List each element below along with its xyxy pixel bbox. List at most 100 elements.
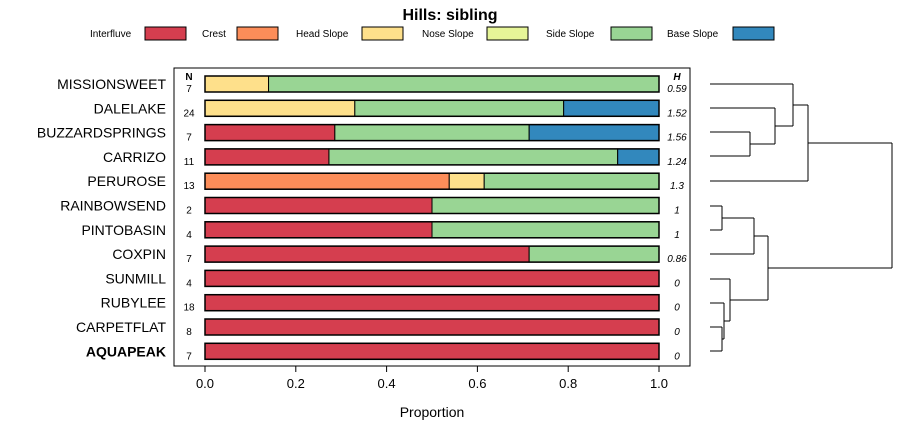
n-column-header: N [185,72,192,83]
row-label-carrizo: CARRIZO [103,149,166,165]
bar-segment-rainbowsend-side-slope [431,197,660,214]
x-axis: 0.0 0.2 0.4 0.6 0.8 1.0 [196,366,668,391]
dendro-node-ruby-group [724,279,731,322]
bar-segment-buzzardsprings-interfluve [204,124,336,142]
bar-segment-carrizo-side-slope [328,148,619,166]
h-column-header: H [673,72,681,83]
n-value-missionsweet: 7 [186,84,192,95]
legend-label-side-slope: Side Slope [546,29,595,40]
bar-segment-missionsweet-head-slope [204,75,270,93]
x-tick-label: 0.8 [559,376,577,391]
n-value-perurose: 13 [183,181,195,192]
legend-swatch-interfluve [144,26,187,41]
bar-segment-dalelake-head-slope [204,99,356,117]
h-value-carrizo: 1.24 [667,157,687,168]
x-tick-label: 0.4 [378,376,396,391]
bar-segment-missionsweet-side-slope [268,75,660,93]
h-value-sunmill: 0 [674,278,680,289]
legend-swatch-nose-slope [486,26,529,41]
legend-label-base-slope: Base Slope [667,29,719,40]
bar-outline-sunmill [204,269,660,288]
bar-segment-aquapeak-interfluve [204,342,660,360]
n-value-carrizo: 11 [184,157,195,168]
dendro-root [768,142,893,269]
x-tick-label: 0.2 [287,376,305,391]
dendro-node-rain-pinto [722,217,755,254]
row-label-perurose: PERUROSE [87,173,166,189]
dendro-node-buzz-carr [750,108,776,145]
n-value-buzzardsprings: 7 [186,133,192,144]
h-value-aquapeak: 0 [674,351,680,362]
bar-segment-carrizo-base-slope [617,148,660,166]
dendro-link-aquapeak [710,327,723,352]
bar-segment-rubylee-interfluve [204,294,660,312]
x-axis-label: Proportion [400,404,465,420]
bar-segment-coxpin-interfluve [204,245,530,263]
bar-segment-buzzardsprings-side-slope [334,124,530,142]
bar-segment-perurose-head-slope [448,172,485,190]
plot-frame [173,67,691,367]
bar-segment-dalelake-side-slope [354,99,565,117]
row-label-missionsweet: MISSIONSWEET [57,76,166,92]
h-value-buzzardsprings: 1.56 [667,133,687,144]
bar-outline-perurose [204,172,660,190]
h-value-carpetflat: 0 [674,327,680,338]
x-tick-label: 1.0 [650,376,668,391]
bar-outline-carpetflat [204,318,660,336]
dendro-link-carrizo [710,132,751,157]
n-value-rubylee: 18 [183,303,195,314]
n-value-rainbowsend: 2 [186,206,192,217]
row-label-coxpin: COXPIN [112,246,166,262]
legend: Interfluve Crest Head Slope Nose Slope Side … [90,26,775,41]
bar-outline-dalelake [204,99,660,118]
row-label-rubylee: RUBYLEE [101,295,166,311]
bar-segment-carpetflat-interfluve [204,318,660,336]
legend-label-head-slope: Head Slope [296,29,349,40]
row-label-carpetflat: CARPETFLAT [76,319,166,335]
n-value-dalelake: 24 [183,108,195,119]
bar-segment-rainbowsend-interfluve [204,197,433,214]
bar-outline-missionsweet [204,75,660,93]
bar-segment-sunmill-interfluve [204,269,660,287]
legend-swatch-side-slope [610,26,653,41]
bar-segment-buzzardsprings-base-slope [528,124,660,142]
x-tick-label: 0.6 [468,376,486,391]
bar-outline-rubylee [204,293,660,312]
x-tick-label: 0.0 [196,376,214,391]
bar-outline-buzzardsprings [204,123,660,142]
bar-segment-perurose-crest [204,172,450,190]
bar-segment-dalelake-base-slope [563,99,660,117]
dendro-node-top-group [793,104,809,181]
bar-outline-coxpin [204,245,660,263]
n-value-coxpin: 7 [186,254,192,265]
row-label-rainbowsend: RAINBOWSEND [60,198,166,214]
legend-swatch-base-slope [732,26,775,41]
h-value-rainbowsend: 1 [674,206,680,217]
h-value-perurose: 1.3 [670,181,684,192]
row-label-buzzardsprings: BUZZARDSPRINGS [37,125,166,141]
row-label-aquapeak: AQUAPEAK [86,343,166,359]
n-value-carpetflat: 8 [186,327,192,338]
bar-segment-pintobasin-interfluve [204,221,433,239]
bar-segment-coxpin-side-slope [528,245,660,263]
bar-segment-pintobasin-side-slope [431,221,660,239]
legend-label-nose-slope: Nose Slope [422,29,474,40]
n-value-pintobasin: 4 [186,230,192,241]
n-value-sunmill: 4 [186,278,192,289]
bar-outline-aquapeak [204,342,660,361]
h-value-rubylee: 0 [674,303,680,314]
bar-segment-carrizo-interfluve [204,148,330,166]
legend-label-interfluve: Interfluve [90,29,132,40]
legend-swatch-head-slope [361,26,404,41]
dendro-link-pintobasin [710,206,723,231]
legend-swatch-crest [236,26,279,41]
bar-segment-perurose-side-slope [483,172,660,190]
bar-outline-pintobasin [204,221,660,239]
h-value-pintobasin: 1 [674,230,680,241]
row-label-sunmill: SUNMILL [105,270,166,286]
row-label-dalelake: DALELAKE [94,100,166,116]
legend-label-crest: Crest [202,29,226,40]
chart-title: Hills: sibling [402,7,497,24]
